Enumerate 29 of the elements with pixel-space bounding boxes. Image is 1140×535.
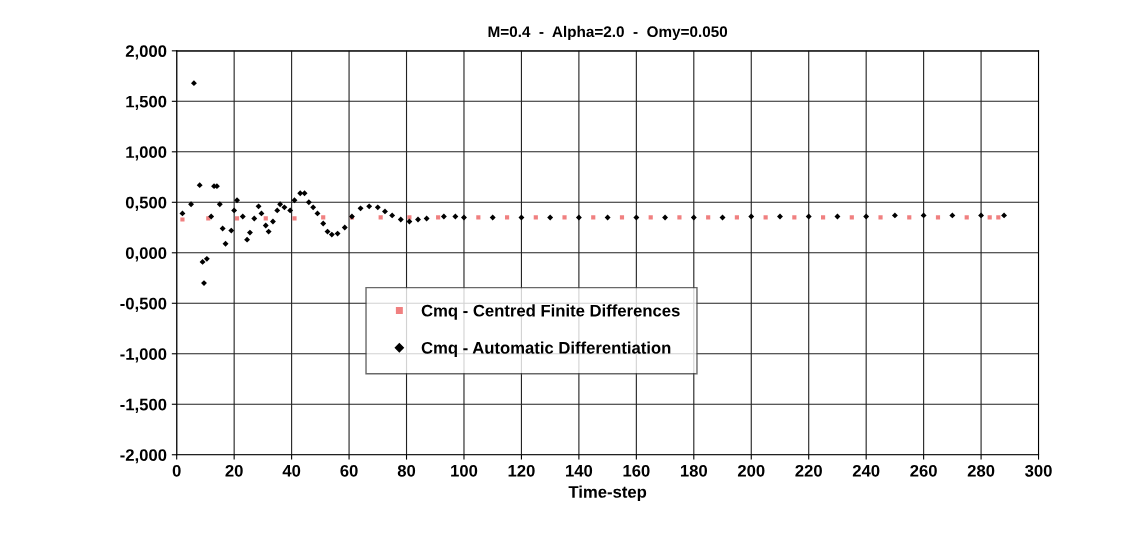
x-tick-label: 280 <box>967 464 995 477</box>
x-tick-label: 240 <box>852 464 880 477</box>
x-tick-label: 180 <box>680 464 708 477</box>
y-tick-label: -2,000 <box>120 449 167 464</box>
y-tick-label: 1,500 <box>126 95 167 110</box>
x-tick-label: 300 <box>1025 464 1052 477</box>
x-tick-label: 260 <box>910 464 937 477</box>
chart-title: M=0.4 - Alpha=2.0 - Omy=0.050 <box>488 25 728 41</box>
y-tick-label: 2,000 <box>125 45 167 60</box>
x-tick-label: 120 <box>508 464 535 477</box>
y-tick-label: 1,000 <box>126 146 167 161</box>
y-tick-label: -1,000 <box>120 348 167 363</box>
y-tick-label: -1,500 <box>120 398 167 413</box>
x-tick-label: 20 <box>225 464 243 477</box>
x-tick-label: 0 <box>172 464 181 477</box>
x-tick-label: 100 <box>451 464 478 477</box>
y-tick-label: -0,500 <box>120 297 167 312</box>
x-tick-label: 80 <box>397 464 416 477</box>
x-tick-label: 60 <box>340 464 358 477</box>
x-tick-label: 140 <box>566 464 593 477</box>
x-tick-label: 220 <box>795 464 822 477</box>
x-tick-label: 40 <box>282 464 301 477</box>
x-tick-label: 160 <box>623 464 650 477</box>
legend-label: Cmq - Automatic Differentiation <box>421 341 671 358</box>
y-tick-label: 0,500 <box>125 196 167 211</box>
legend-label: Cmq - Centred Finite Differences <box>421 304 680 320</box>
x-axis-title: Time-step <box>568 485 647 502</box>
y-tick-label: 0,000 <box>125 247 167 262</box>
x-tick-label: 200 <box>737 464 765 477</box>
